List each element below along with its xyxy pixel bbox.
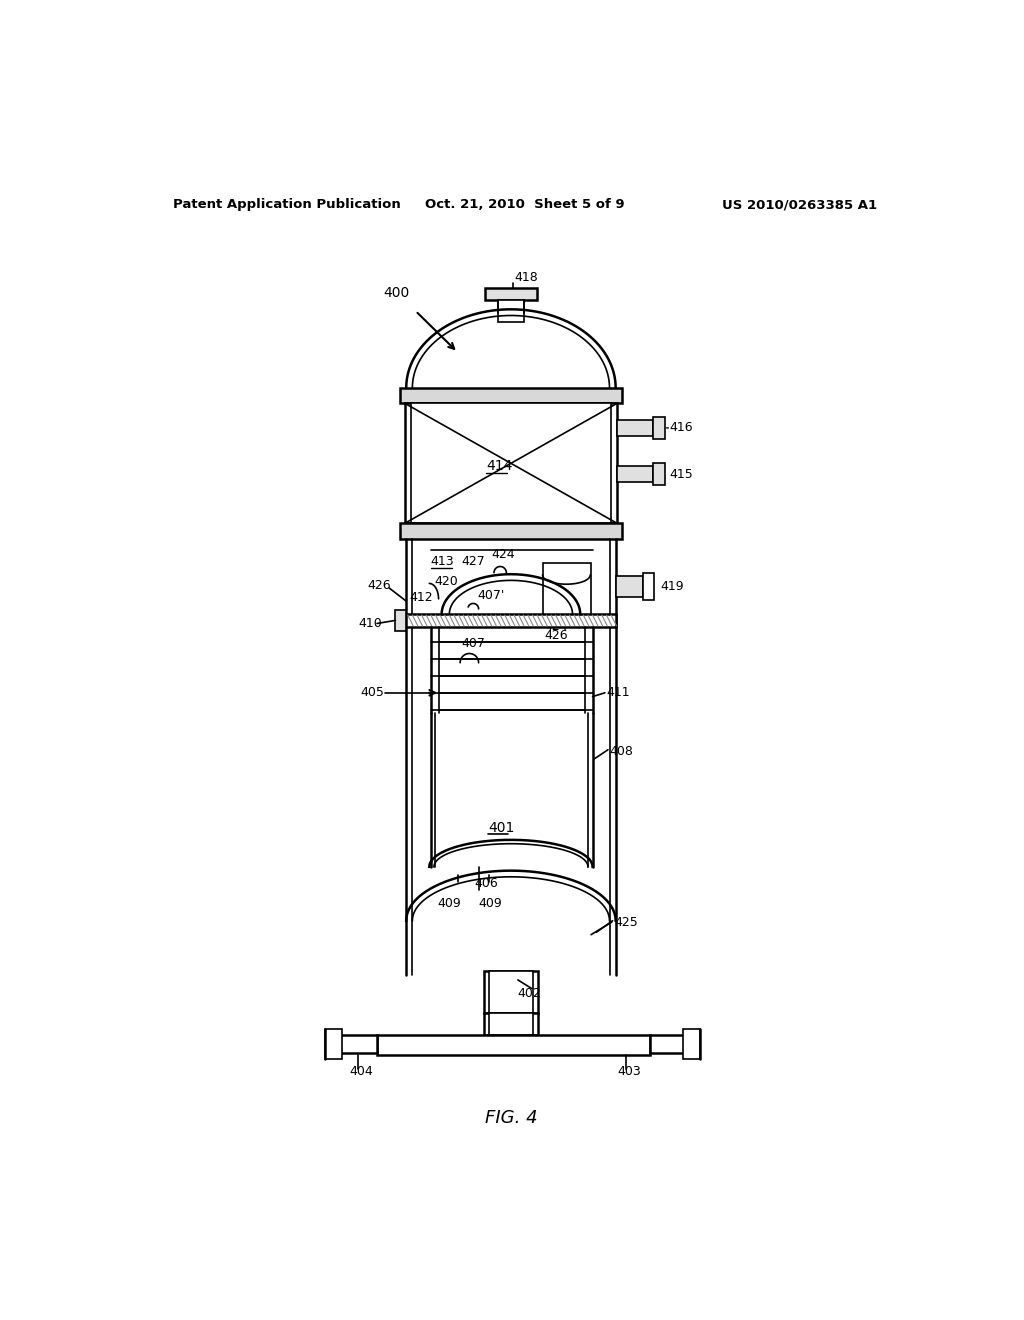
Text: 424: 424 xyxy=(544,620,567,634)
Bar xyxy=(400,524,622,539)
Text: 402: 402 xyxy=(517,987,541,1001)
Text: 403: 403 xyxy=(617,1065,641,1078)
Text: 414: 414 xyxy=(486,459,513,474)
Bar xyxy=(543,564,591,618)
Text: Patent Application Publication: Patent Application Publication xyxy=(173,198,400,211)
Text: 416: 416 xyxy=(670,421,693,434)
Bar xyxy=(407,614,615,627)
Bar xyxy=(488,1014,534,1035)
Bar xyxy=(377,1035,649,1055)
Text: 410: 410 xyxy=(358,616,382,630)
Bar xyxy=(404,404,617,524)
Text: 426: 426 xyxy=(544,630,567,643)
Bar xyxy=(498,300,524,322)
Bar xyxy=(649,1035,685,1053)
Bar xyxy=(400,388,622,404)
Text: 408: 408 xyxy=(609,744,634,758)
Bar xyxy=(652,417,665,438)
Text: 407': 407' xyxy=(477,589,505,602)
Bar xyxy=(683,1028,700,1059)
Bar xyxy=(488,970,534,1014)
Bar xyxy=(615,576,643,598)
Text: 427: 427 xyxy=(462,556,485,569)
Text: 419: 419 xyxy=(660,579,684,593)
Text: 409: 409 xyxy=(437,898,461,911)
Text: 415: 415 xyxy=(670,467,693,480)
Bar xyxy=(617,466,652,482)
Text: 405: 405 xyxy=(360,686,384,700)
Text: 406: 406 xyxy=(474,878,498,890)
Text: FIG. 4: FIG. 4 xyxy=(484,1109,538,1127)
Text: 413: 413 xyxy=(431,556,455,569)
Text: 420: 420 xyxy=(435,576,459,589)
Bar xyxy=(395,610,407,631)
Text: 412: 412 xyxy=(410,591,433,603)
Text: 407: 407 xyxy=(462,638,485,649)
Text: 404: 404 xyxy=(349,1065,373,1078)
Text: Oct. 21, 2010  Sheet 5 of 9: Oct. 21, 2010 Sheet 5 of 9 xyxy=(425,198,625,211)
Text: 418: 418 xyxy=(514,271,538,284)
Bar xyxy=(340,1035,377,1053)
Bar xyxy=(484,288,538,300)
Bar xyxy=(411,404,611,524)
Bar xyxy=(325,1028,342,1059)
Text: 409: 409 xyxy=(478,898,503,911)
Text: 400: 400 xyxy=(383,286,410,300)
Text: 424: 424 xyxy=(490,548,514,561)
Text: 425: 425 xyxy=(614,916,638,929)
Bar xyxy=(484,1014,538,1035)
Text: 411: 411 xyxy=(606,686,630,700)
Bar xyxy=(484,970,538,1014)
Bar xyxy=(617,420,652,436)
Text: 426: 426 xyxy=(368,579,391,593)
Text: US 2010/0263385 A1: US 2010/0263385 A1 xyxy=(722,198,878,211)
Bar xyxy=(643,573,654,601)
Text: 401: 401 xyxy=(487,821,514,836)
Bar xyxy=(652,463,665,484)
